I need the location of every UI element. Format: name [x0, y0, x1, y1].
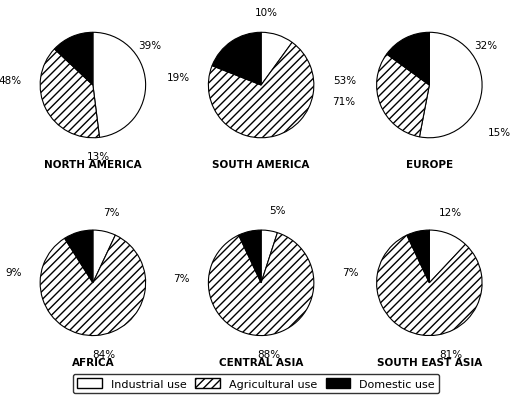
- Title: EUROPE: EUROPE: [406, 159, 453, 169]
- Title: SOUTH EAST ASIA: SOUTH EAST ASIA: [377, 356, 482, 367]
- Text: 5%: 5%: [269, 206, 285, 215]
- Text: 84%: 84%: [92, 349, 115, 359]
- Wedge shape: [377, 55, 430, 138]
- Text: 19%: 19%: [167, 73, 190, 83]
- Wedge shape: [208, 233, 314, 336]
- Text: 88%: 88%: [258, 349, 281, 359]
- Wedge shape: [261, 33, 292, 86]
- Wedge shape: [407, 231, 430, 283]
- Title: NORTH AMERICA: NORTH AMERICA: [44, 159, 142, 169]
- Text: 12%: 12%: [439, 207, 462, 217]
- Text: 13%: 13%: [87, 152, 110, 162]
- Wedge shape: [430, 231, 465, 283]
- Text: 81%: 81%: [439, 349, 462, 359]
- Text: 32%: 32%: [474, 41, 497, 51]
- Wedge shape: [208, 43, 314, 138]
- Text: 71%: 71%: [332, 97, 355, 107]
- Text: 53%: 53%: [333, 75, 356, 85]
- Wedge shape: [40, 235, 145, 336]
- Wedge shape: [212, 33, 261, 86]
- Text: 9%: 9%: [5, 267, 22, 277]
- Legend: Industrial use, Agricultural use, Domestic use: Industrial use, Agricultural use, Domest…: [73, 374, 439, 393]
- Wedge shape: [419, 33, 482, 138]
- Wedge shape: [40, 50, 99, 138]
- Wedge shape: [93, 231, 115, 283]
- Wedge shape: [54, 33, 93, 86]
- Wedge shape: [377, 235, 482, 336]
- Text: 7%: 7%: [103, 207, 120, 217]
- Title: CENTRAL ASIA: CENTRAL ASIA: [219, 356, 303, 367]
- Text: 7%: 7%: [174, 273, 190, 283]
- Text: 7%: 7%: [342, 267, 358, 277]
- Wedge shape: [65, 231, 93, 283]
- Title: AFRICA: AFRICA: [72, 356, 114, 367]
- Text: 10%: 10%: [255, 8, 278, 18]
- Wedge shape: [387, 33, 430, 86]
- Wedge shape: [261, 231, 278, 283]
- Wedge shape: [93, 33, 145, 138]
- Text: 48%: 48%: [0, 75, 22, 85]
- Text: 39%: 39%: [138, 41, 161, 51]
- Title: SOUTH AMERICA: SOUTH AMERICA: [212, 159, 310, 169]
- Text: 15%: 15%: [487, 128, 510, 138]
- Wedge shape: [239, 231, 261, 283]
